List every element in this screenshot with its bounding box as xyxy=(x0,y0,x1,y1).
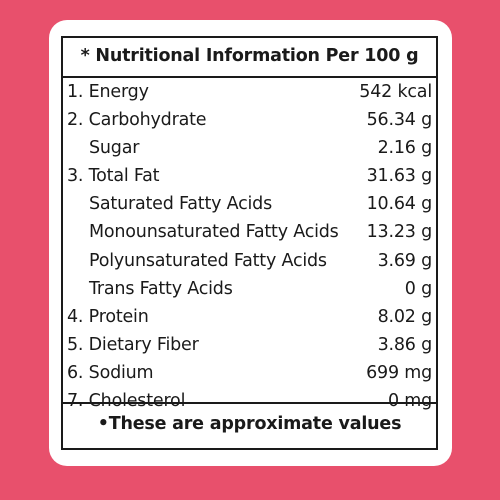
nutrient-name: 7. Cholesterol xyxy=(67,391,185,411)
nutrient-row: Monounsaturated Fatty Acids 13.23 g xyxy=(63,219,436,247)
nutrient-row: 6. Sodium 699 mg xyxy=(63,360,436,388)
nutrient-value: 10.64 g xyxy=(366,194,433,215)
nutrient-name: 2. Carbohydrate xyxy=(67,110,207,131)
nutrient-row: Sugar 2.16 g xyxy=(63,135,436,163)
nutrition-table: * Nutritional Information Per 100 g 1. E… xyxy=(61,36,438,450)
nutrition-panel: * Nutritional Information Per 100 g 1. E… xyxy=(49,20,452,466)
header-divider xyxy=(63,76,436,78)
table-title: * Nutritional Information Per 100 g xyxy=(80,46,419,66)
nutrient-name: Sugar xyxy=(89,138,140,159)
footer-divider xyxy=(63,402,436,404)
nutrient-row: 4. Protein 8.02 g xyxy=(63,304,436,332)
nutrient-value: 8.02 g xyxy=(377,306,433,327)
nutrient-name: Monounsaturated Fatty Acids xyxy=(89,222,339,243)
nutrient-value: 56.34 g xyxy=(366,110,433,131)
nutrient-value: 542 kcal xyxy=(359,82,432,102)
nutrient-name: Saturated Fatty Acids xyxy=(89,194,273,215)
footnote: •These are approximate values xyxy=(97,414,402,434)
nutrient-row: Saturated Fatty Acids 10.64 g xyxy=(63,191,436,219)
nutrient-row: 1. Energy 542 kcal xyxy=(63,79,436,107)
nutrient-row: Polyunsaturated Fatty Acids 3.69 g xyxy=(63,248,436,276)
nutrient-row: 5. Dietary Fiber 3.86 g xyxy=(63,332,436,360)
nutrient-name: 5. Dietary Fiber xyxy=(67,334,199,355)
nutrient-value: 31.63 g xyxy=(366,166,433,187)
nutrient-value: 699 mg xyxy=(366,362,432,383)
nutrient-name: 1. Energy xyxy=(67,82,149,102)
nutrient-value: 13.23 g xyxy=(366,222,433,243)
nutrient-row: Trans Fatty Acids 0 g xyxy=(63,276,436,304)
nutrient-value: 2.16 g xyxy=(377,138,433,159)
nutrient-row: 3. Total Fat 31.63 g xyxy=(63,163,436,191)
nutrient-name: Polyunsaturated Fatty Acids xyxy=(89,250,327,271)
nutrient-rows: 1. Energy 542 kcal 2. Carbohydrate 56.34 g S… xyxy=(63,79,436,416)
nutrient-row: 2. Carbohydrate 56.34 g xyxy=(63,107,436,135)
nutrient-value: 3.69 g xyxy=(377,250,433,271)
nutrient-name: Trans Fatty Acids xyxy=(89,278,233,299)
nutrient-row: 7. Cholesterol 0 mg xyxy=(63,388,436,416)
nutrient-name: 3. Total Fat xyxy=(67,166,160,187)
nutrient-name: 6. Sodium xyxy=(67,362,154,383)
nutrient-value: 0 mg xyxy=(388,391,432,411)
nutrient-value: 3.86 g xyxy=(377,334,433,355)
nutrient-name: 4. Protein xyxy=(67,306,149,327)
nutrient-value: 0 g xyxy=(404,278,432,299)
